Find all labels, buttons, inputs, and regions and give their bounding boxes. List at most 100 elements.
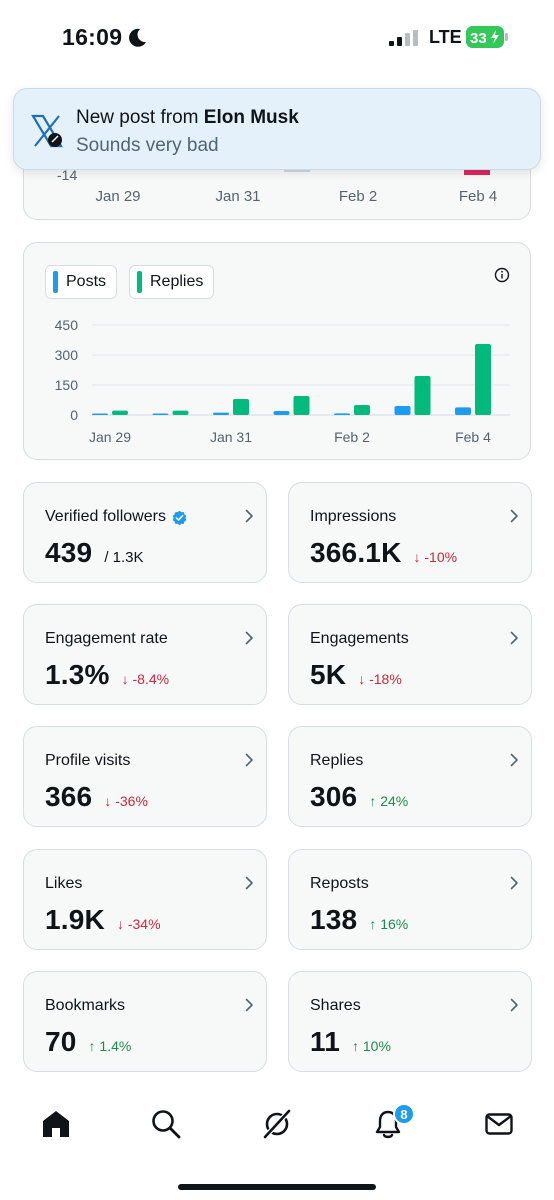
info-icon[interactable] — [494, 267, 510, 283]
chart-bar — [284, 169, 310, 172]
metric-change: ↑ 1.4% — [88, 1038, 132, 1054]
x-tick-label: Feb 4 — [455, 429, 491, 445]
metric-value: 306 — [310, 781, 358, 812]
posts-replies-chart-card: Posts Replies 0 150 300 450 Jan 29 Jan 31 Feb … — [23, 242, 531, 460]
metric-change: ↓ -36% — [104, 793, 148, 809]
y-tick-label: -14 — [57, 167, 78, 183]
metric-label: Likes — [45, 875, 83, 892]
metric-card[interactable]: Verified followers 439 / 1.3K — [23, 482, 267, 583]
metric-card[interactable]: Engagement rate 1.3% ↓ -8.4% — [23, 604, 267, 705]
legend-label: Replies — [150, 273, 204, 290]
bar-posts-jan-29[interactable] — [92, 413, 108, 416]
metric-card[interactable]: Engagements 5K ↓ -18% — [288, 604, 532, 705]
chevron-right-icon — [510, 631, 518, 645]
metric-change: ↓ -10% — [413, 549, 458, 565]
metric-total: / 1.3K — [104, 549, 144, 566]
chevron-right-icon — [510, 998, 518, 1012]
x-tick-label: Jan 31 — [210, 429, 252, 445]
metric-change: ↑ 16% — [369, 916, 409, 932]
bar-replies-feb-4[interactable] — [475, 344, 491, 415]
x-tick-label: Feb 4 — [458, 188, 498, 205]
chevron-right-icon — [510, 876, 518, 890]
metric-value-row: 306 ↑ 24% — [310, 781, 408, 813]
metric-label-row: Engagement rate — [45, 630, 168, 648]
metric-card[interactable]: Likes 1.9K ↓ -34% — [23, 849, 267, 950]
metric-label-row: Engagements — [310, 630, 409, 648]
chevron-right-icon — [245, 753, 253, 767]
x-tick-label: Jan 31 — [215, 188, 261, 205]
legend-item-posts[interactable]: Posts — [45, 265, 118, 299]
messages-icon[interactable] — [483, 1108, 515, 1140]
metric-value: 11 — [310, 1026, 340, 1057]
bar-replies-feb-3[interactable] — [414, 376, 431, 415]
metric-card[interactable]: Bookmarks 70 ↑ 1.4% — [23, 971, 267, 1072]
metric-label: Engagement rate — [45, 630, 168, 647]
metric-value: 1.9K — [45, 904, 105, 935]
battery-icon: 33 — [466, 26, 508, 48]
bar-replies-feb-2[interactable] — [354, 405, 370, 415]
chevron-right-icon — [510, 509, 518, 523]
metric-value: 5K — [310, 659, 347, 690]
metric-change: ↑ 10% — [352, 1038, 391, 1054]
legend-swatch — [137, 271, 142, 293]
bar-posts-feb-1[interactable] — [273, 411, 290, 415]
verified-badge-icon — [172, 510, 187, 525]
notification-title: New post from Elon Musk — [76, 107, 299, 129]
metric-change: ↓ -34% — [116, 916, 161, 932]
metric-card[interactable]: Reposts 138 ↑ 16% — [288, 849, 532, 950]
metric-card[interactable]: Replies 306 ↑ 24% — [288, 726, 532, 827]
y-tick-label: 150 — [55, 377, 79, 393]
bar-posts-feb-4[interactable] — [455, 407, 471, 415]
metric-value: 366.1K — [310, 537, 402, 568]
home-icon[interactable] — [40, 1108, 72, 1140]
x-logo-icon — [31, 114, 63, 148]
chevron-right-icon — [245, 876, 253, 890]
y-tick-label: 0 — [70, 407, 78, 423]
metric-change: ↓ -8.4% — [121, 671, 170, 687]
bar-replies-jan-30[interactable] — [172, 410, 189, 415]
bottom-nav — [0, 1090, 554, 1160]
metric-label: Profile visits — [45, 752, 131, 769]
bar-chart: 0 150 300 450 Jan 29 Jan 31 Feb 2 Feb 4 — [55, 317, 510, 445]
metric-label: Bookmarks — [45, 997, 126, 1014]
chart-bar — [464, 169, 490, 175]
metric-label: Replies — [310, 752, 364, 769]
y-tick-label: 300 — [55, 347, 79, 363]
metric-label: Shares — [310, 997, 361, 1014]
metric-value: 70 — [45, 1026, 77, 1057]
search-icon[interactable] — [150, 1108, 182, 1140]
metric-card[interactable]: Shares 11 ↑ 10% — [288, 971, 532, 1072]
metric-label: Verified followers — [45, 508, 166, 525]
grok-icon[interactable] — [261, 1108, 293, 1140]
metric-value-row: 366.1K ↓ -10% — [310, 537, 457, 569]
metric-value: 439 — [45, 537, 93, 568]
status-time: 16:09 — [62, 24, 123, 50]
bar-posts-feb-3[interactable] — [394, 406, 411, 415]
bar-replies-jan-29[interactable] — [112, 410, 128, 415]
chevron-right-icon — [245, 998, 253, 1012]
legend-item-replies[interactable]: Replies — [129, 265, 215, 299]
metric-label-row: Likes — [45, 875, 82, 893]
notifications-badge: 8 — [393, 1103, 415, 1125]
metric-card[interactable]: Profile visits 366 ↓ -36% — [23, 726, 267, 827]
home-indicator[interactable] — [178, 1184, 376, 1190]
svg-text:33: 33 — [470, 30, 487, 47]
bar-posts-jan-31[interactable] — [213, 412, 229, 415]
x-tick-label: Jan 29 — [95, 188, 141, 205]
metric-label-row: Profile visits — [45, 752, 130, 770]
bar-posts-feb-2[interactable] — [334, 413, 350, 415]
notification-prefix: New post from — [76, 107, 204, 128]
metric-value-row: 1.9K ↓ -34% — [45, 904, 161, 936]
bar-posts-jan-30[interactable] — [152, 413, 169, 416]
cellular-signal-icon — [389, 30, 418, 46]
push-notification[interactable]: New post from Elon Musk Sounds very bad — [13, 88, 541, 170]
metric-change: ↑ 24% — [369, 793, 409, 809]
metric-value-row: 138 ↑ 16% — [310, 904, 408, 936]
metric-card[interactable]: Impressions 366.1K ↓ -10% — [288, 482, 532, 583]
bar-replies-jan-31[interactable] — [233, 399, 249, 415]
bar-replies-feb-1[interactable] — [293, 396, 310, 415]
metric-value-row: 70 ↑ 1.4% — [45, 1026, 131, 1058]
y-tick-label: 450 — [55, 317, 79, 333]
metric-value-row: 5K ↓ -18% — [310, 659, 402, 691]
metric-label-row: Verified followers — [45, 508, 187, 526]
